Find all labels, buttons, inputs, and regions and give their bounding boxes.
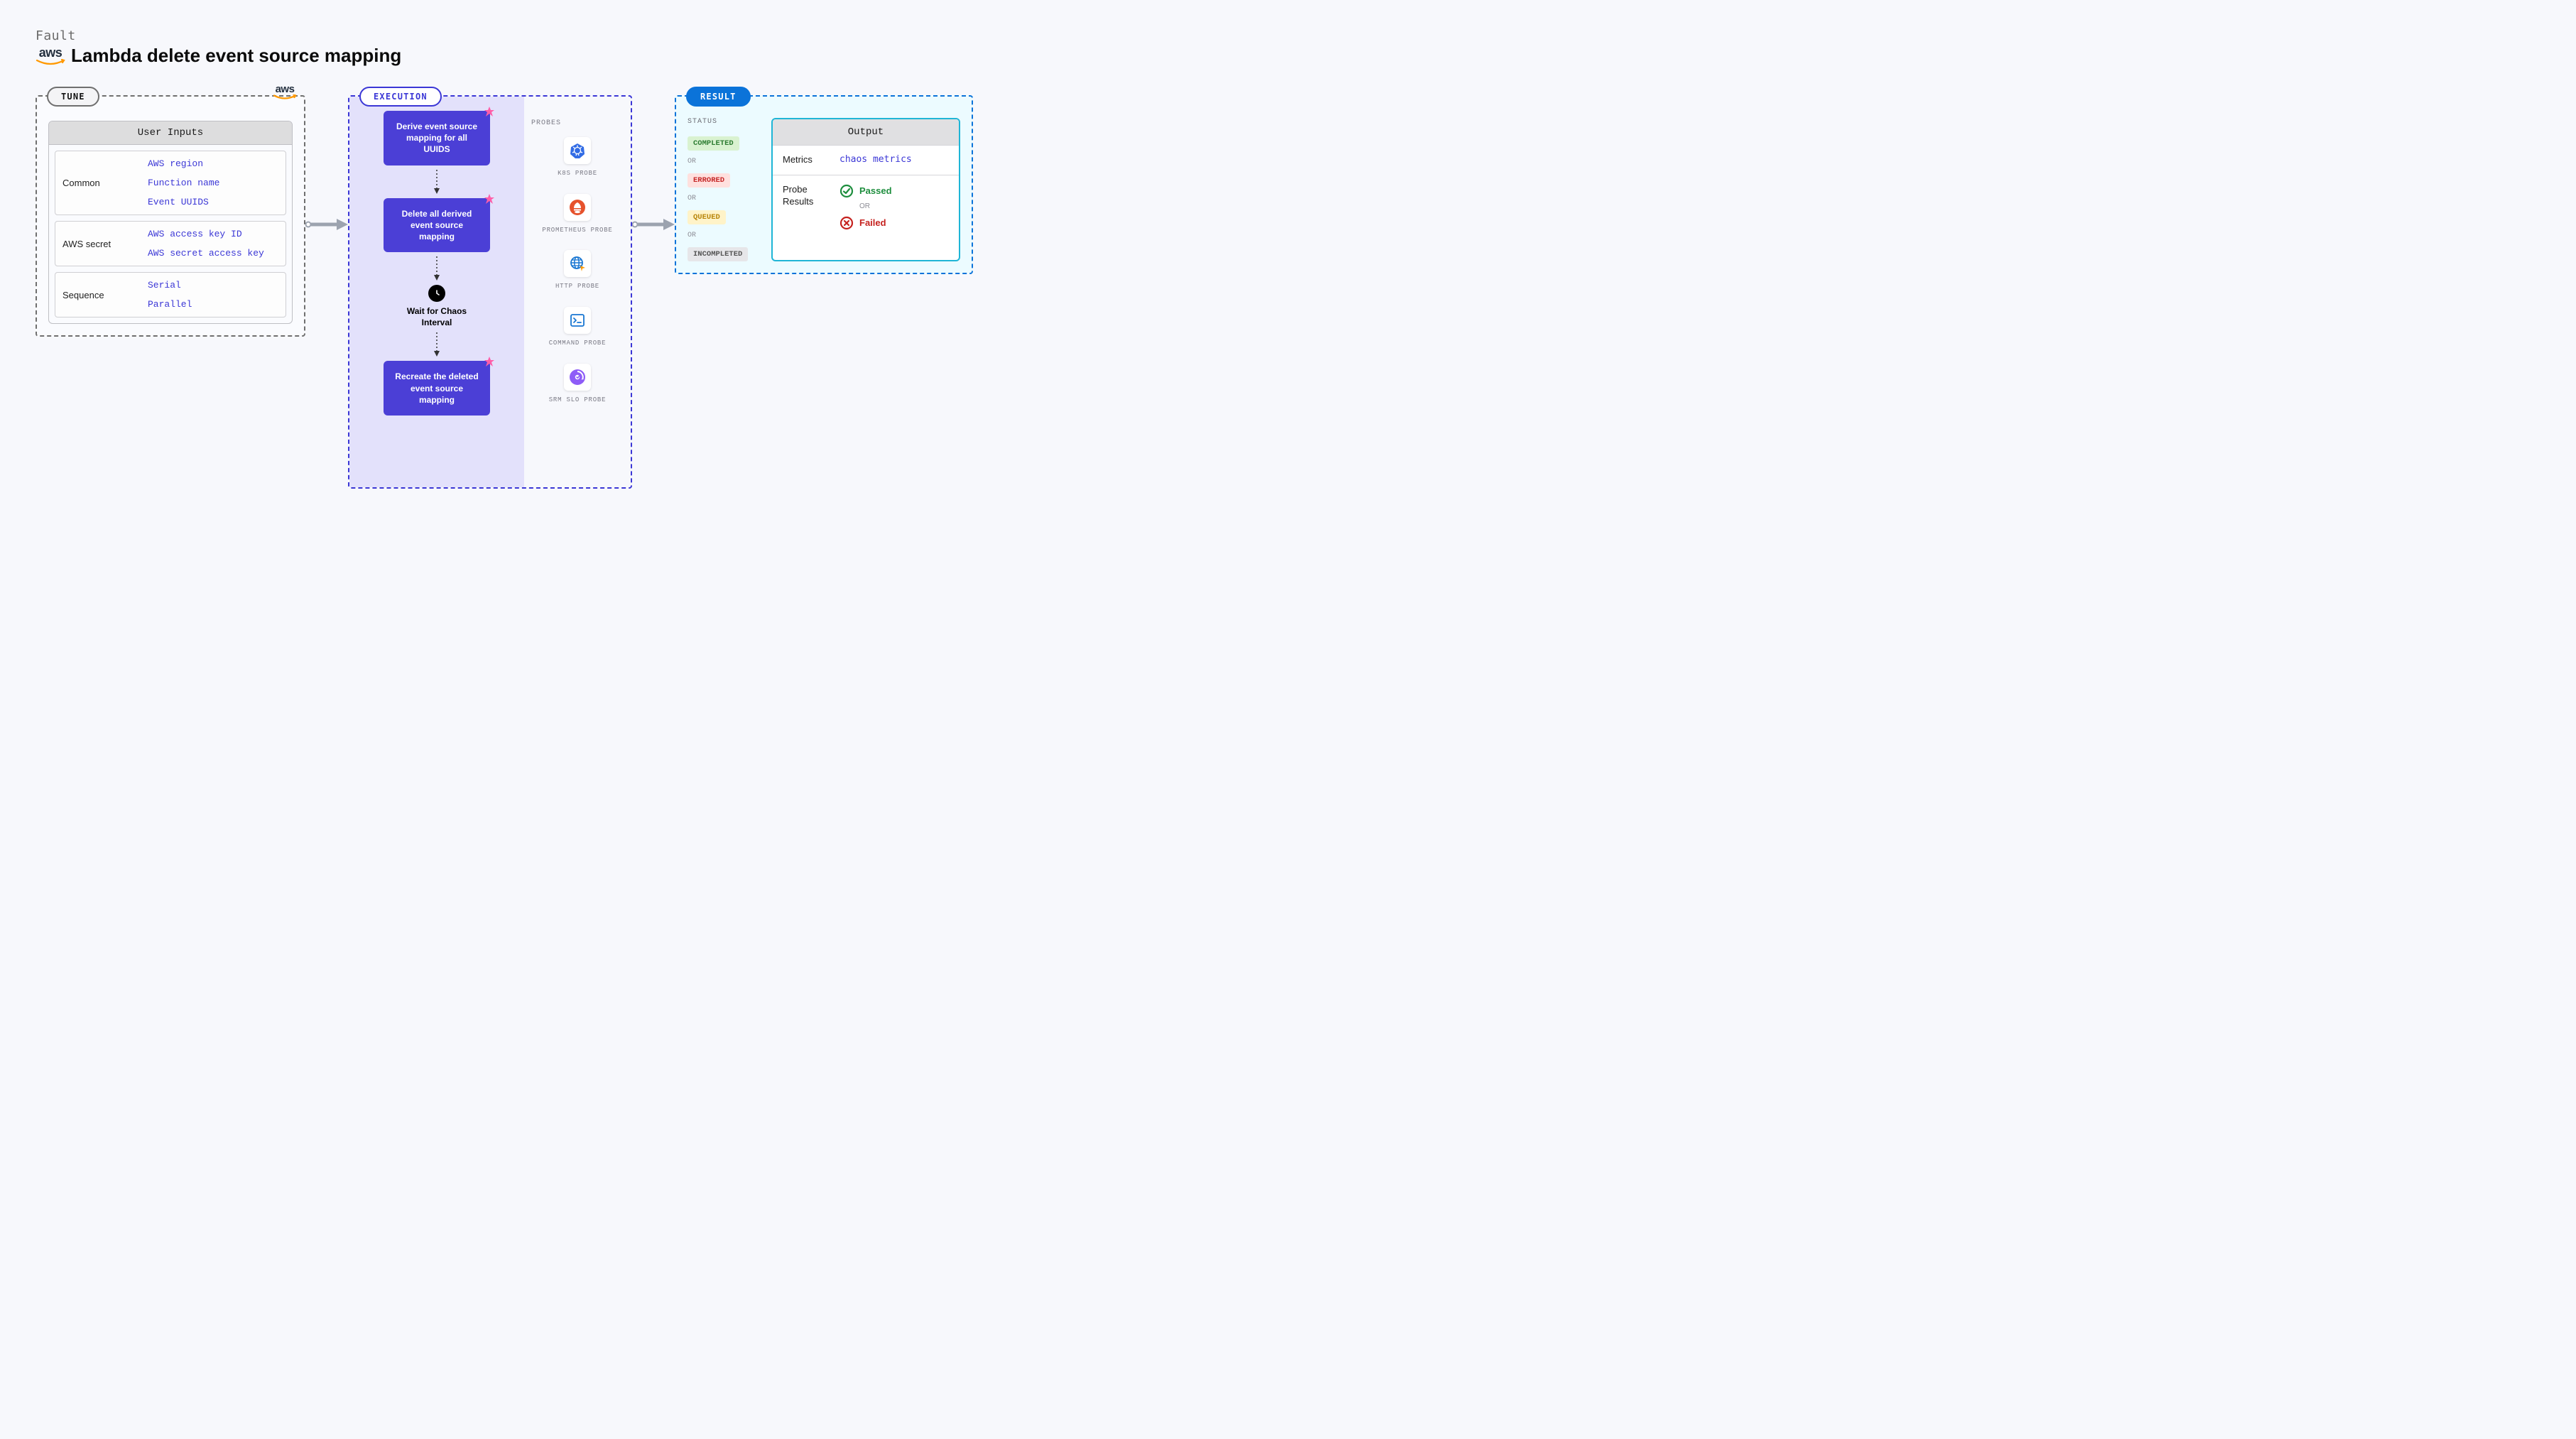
chaos-icon (484, 107, 494, 116)
input-value: Function name (148, 178, 278, 188)
aws-icon: aws (36, 46, 65, 66)
dotted-arrow-icon (433, 332, 440, 357)
tune-panel: TUNE aws User Inputs CommonAWS regionFun… (36, 95, 305, 337)
probe-item: PROMETHEUS PROBE (531, 194, 624, 235)
fault-label: Fault (36, 28, 2540, 43)
result-panel: RESULT STATUS COMPLETEDORERROREDORQUEUED… (675, 95, 973, 274)
probe-results-value: Passed OR Failed (839, 184, 949, 234)
status-title: STATUS (688, 118, 759, 126)
input-group-label: AWS secret (55, 222, 141, 266)
metrics-value: chaos metrics (839, 154, 949, 165)
user-inputs-card: User Inputs Common AWS region Function nam… (48, 121, 293, 324)
clock-icon (428, 285, 445, 302)
chaos-icon (484, 194, 494, 204)
k8s-probe-icon (564, 137, 591, 164)
check-circle-icon (839, 184, 854, 198)
input-group-values: AWS region Function name Event UUIDS (141, 151, 286, 215)
probe-item: SRM SLO PROBE (531, 364, 624, 405)
status-or: OR (688, 158, 759, 165)
arrow-tune-to-exec (305, 95, 348, 233)
output-metrics-row: Metrics chaos metrics (773, 145, 959, 175)
execution-flow: Derive event source mapping for all UUID… (349, 97, 524, 487)
probe-results-label: Probe Results (783, 184, 832, 208)
flow-step-text: Delete all derived event source mapping (402, 209, 472, 241)
input-group-label: Sequence (55, 273, 141, 317)
header: Fault aws Lambda delete event source map… (36, 28, 2540, 67)
probe-result-passed: Passed (839, 184, 949, 198)
input-value: Event UUIDS (148, 197, 278, 207)
execution-panel: EXECUTION Derive event source mapping fo… (348, 95, 632, 489)
dotted-arrow-icon (433, 170, 440, 194)
output-card: Output Metrics chaos metrics Probe Resul… (771, 118, 960, 261)
input-group-values: Serial Parallel (141, 273, 286, 317)
status-or: OR (688, 232, 759, 239)
input-group: Sequence Serial Parallel (55, 272, 286, 317)
flow-connector (433, 328, 440, 361)
probe-result-or: OR (859, 202, 949, 210)
input-value: AWS secret access key (148, 248, 278, 259)
page-title: Lambda delete event source mapping (71, 45, 401, 67)
status-pill: COMPLETED (688, 136, 739, 151)
input-value: AWS region (148, 158, 278, 169)
x-circle-icon (839, 216, 854, 230)
probe-label: HTTP PROBE (555, 283, 599, 291)
flow-wait-text: Wait for Chaos Interval (398, 306, 476, 328)
http-probe-icon (564, 250, 591, 277)
input-group: Common AWS region Function name Event UUIDS (55, 151, 286, 215)
srm-probe-icon (564, 364, 591, 391)
input-group: AWS secret AWS access key ID AWS secret ac… (55, 221, 286, 266)
stage-row: TUNE aws User Inputs CommonAWS regionFun… (36, 95, 2540, 489)
status-pill: INCOMPLETED (688, 247, 748, 261)
chaos-icon (484, 357, 494, 366)
status-or: OR (688, 195, 759, 202)
metrics-label: Metrics (783, 154, 832, 166)
input-value: Parallel (148, 299, 278, 310)
prom-probe-icon (564, 194, 591, 221)
aws-icon: aws (273, 84, 297, 100)
input-group-values: AWS access key ID AWS secret access key (141, 222, 286, 266)
flow-connector (433, 252, 440, 285)
title-row: aws Lambda delete event source mapping (36, 45, 2540, 67)
arrow-exec-to-result (632, 95, 675, 233)
probe-item: HTTP PROBE (531, 250, 624, 291)
execution-badge: EXECUTION (359, 87, 442, 107)
probes-title: PROBES (531, 119, 624, 127)
flow-step-block: Delete all derived event source mapping (384, 198, 490, 253)
flow-connector (433, 165, 440, 198)
input-value: AWS access key ID (148, 229, 278, 239)
probe-item: K8S PROBE (531, 137, 624, 178)
user-inputs-title: User Inputs (49, 121, 292, 145)
flow-step-text: Recreate the deleted event source mappin… (395, 371, 478, 404)
flow-step-block: Recreate the deleted event source mappin… (384, 361, 490, 416)
output-title: Output (773, 119, 959, 145)
probe-label: COMMAND PROBE (549, 340, 607, 348)
cmd-probe-icon (564, 307, 591, 334)
probe-result-failed: Failed (839, 216, 949, 230)
probe-label: K8S PROBE (558, 170, 597, 178)
flow-step-block: Derive event source mapping for all UUID… (384, 111, 490, 165)
input-group-label: Common (55, 151, 141, 215)
output-probe-results-row: Probe Results Passed OR (773, 175, 959, 243)
probes-column: PROBES K8S PROBE PROMETHEUS PROBE HTTP P… (524, 115, 631, 480)
result-badge: RESULT (686, 87, 751, 107)
dotted-arrow-icon (433, 256, 440, 281)
flow-wait: Wait for Chaos Interval (398, 285, 476, 328)
status-pill: QUEUED (688, 210, 726, 224)
probe-label: PROMETHEUS PROBE (542, 227, 612, 235)
flow-step-text: Derive event source mapping for all UUID… (396, 121, 477, 154)
probe-item: COMMAND PROBE (531, 307, 624, 348)
status-pill: ERRORED (688, 173, 730, 188)
probe-label: SRM SLO PROBE (549, 396, 607, 405)
tune-badge: TUNE (47, 87, 99, 107)
status-column: STATUS COMPLETED OR ERRORED OR QUEUED OR INCOM… (688, 118, 759, 261)
input-value: Serial (148, 280, 278, 290)
